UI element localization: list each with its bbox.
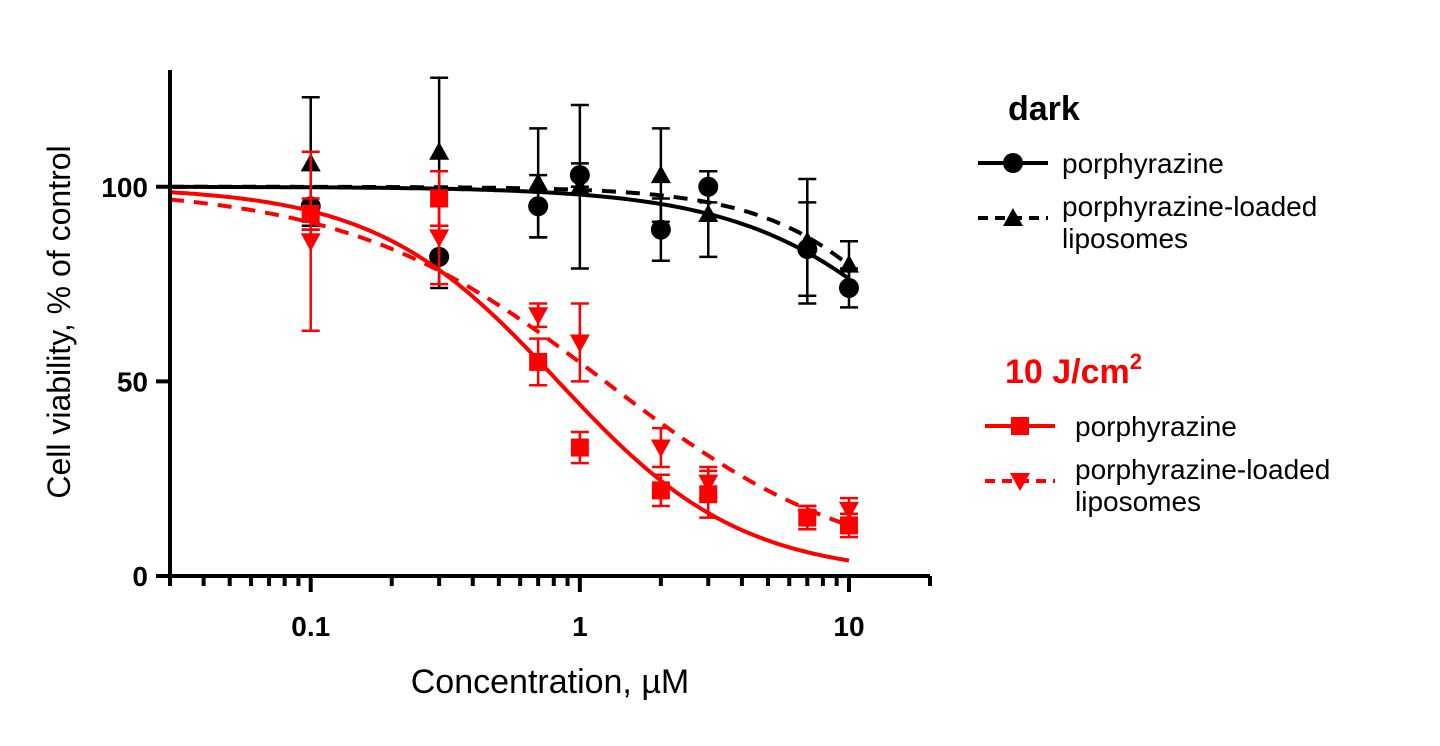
legend-label: liposomes bbox=[1075, 486, 1201, 517]
x-axis-label: Concentration, µM bbox=[411, 663, 690, 701]
data-point bbox=[797, 231, 818, 250]
fit-curve bbox=[170, 184, 851, 281]
y-tick-label: 50 bbox=[117, 366, 148, 397]
legend-label: porphyrazine-loaded bbox=[1075, 454, 1330, 485]
data-point bbox=[651, 481, 670, 500]
data-point bbox=[570, 438, 589, 457]
y-axis-label: Cell viability, % of control bbox=[41, 145, 77, 498]
superscript: 2 bbox=[1130, 349, 1142, 374]
data-point bbox=[698, 204, 719, 223]
data-point bbox=[529, 352, 548, 371]
fit-curve bbox=[169, 197, 850, 528]
legend-label: porphyrazine-loaded bbox=[1062, 191, 1317, 222]
legend-marker bbox=[1010, 473, 1030, 491]
legend: darkporphyrazineporphyrazine-loadedlipos… bbox=[978, 90, 1330, 517]
data-point bbox=[300, 233, 321, 252]
x-tick-label: 0.1 bbox=[291, 611, 330, 642]
data-point bbox=[650, 219, 671, 240]
legend-marker bbox=[1011, 417, 1029, 435]
data-point bbox=[569, 176, 590, 195]
legend-label: porphyrazine bbox=[1075, 411, 1237, 442]
data-point bbox=[797, 509, 818, 528]
legend-group-title: dark bbox=[1008, 90, 1080, 128]
legend-marker bbox=[1003, 153, 1023, 173]
axes: 0 50 100 0.1 1 10 bbox=[101, 70, 932, 642]
legend-label: porphyrazine bbox=[1062, 148, 1224, 179]
x-tick-label: 10 bbox=[833, 611, 864, 642]
y-tick-label: 0 bbox=[132, 561, 148, 592]
data-point bbox=[429, 229, 450, 248]
data-point bbox=[838, 501, 859, 520]
data-point bbox=[698, 474, 719, 493]
data-point bbox=[528, 307, 549, 326]
data-point bbox=[838, 254, 859, 273]
data-point bbox=[528, 172, 549, 191]
x-tick-label: 1 bbox=[572, 611, 588, 642]
data-point bbox=[650, 439, 671, 458]
fit-curve bbox=[170, 184, 851, 267]
legend-group-title: 10 J/cm2 bbox=[1005, 349, 1142, 391]
data-point bbox=[429, 141, 450, 160]
data-point bbox=[569, 334, 590, 353]
fit-curve bbox=[169, 190, 850, 563]
legend-label: liposomes bbox=[1062, 223, 1188, 254]
legend-marker bbox=[1003, 208, 1023, 226]
plot-area bbox=[169, 76, 859, 563]
y-tick-label: 100 bbox=[101, 172, 148, 203]
data-point bbox=[650, 165, 671, 184]
series-3 bbox=[169, 150, 859, 531]
